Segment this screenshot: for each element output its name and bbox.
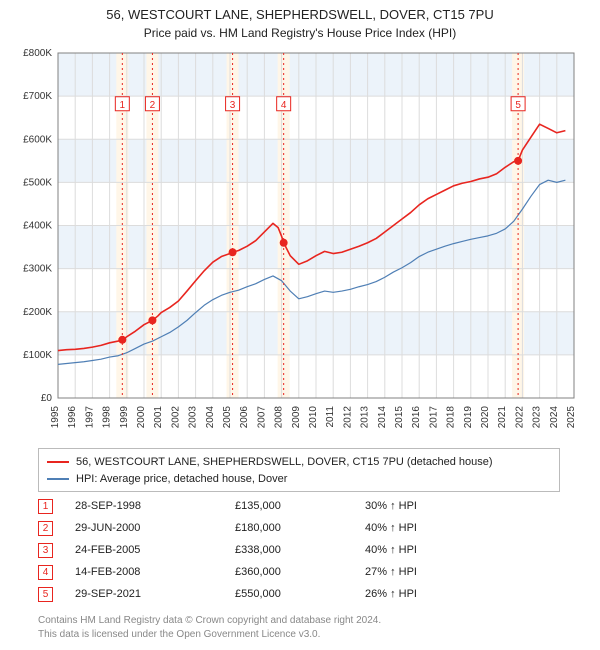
svg-text:2019: 2019: [463, 406, 474, 429]
svg-text:2011: 2011: [325, 406, 336, 428]
svg-text:£0: £0: [41, 393, 53, 404]
svg-text:1998: 1998: [102, 406, 113, 429]
svg-text:2017: 2017: [428, 406, 439, 429]
legend-label: HPI: Average price, detached house, Dove…: [76, 471, 287, 488]
footer-line-1: Contains HM Land Registry data © Crown c…: [38, 614, 560, 628]
legend-swatch: [47, 461, 69, 463]
svg-text:£600K: £600K: [23, 134, 52, 145]
sale-row: 5 29-SEP-2021£550,00026% ↑ HPI: [38, 583, 560, 605]
sale-row: 4 14-FEB-2008£360,00027% ↑ HPI: [38, 561, 560, 583]
svg-text:3: 3: [230, 100, 236, 111]
sale-price: £180,000: [235, 522, 365, 534]
svg-text:£400K: £400K: [23, 221, 52, 232]
svg-text:2000: 2000: [136, 406, 147, 429]
svg-text:2013: 2013: [360, 406, 371, 429]
sale-hpi: 30% ↑ HPI: [365, 500, 560, 512]
svg-text:2014: 2014: [377, 406, 388, 429]
legend: 56, WESTCOURT LANE, SHEPHERDSWELL, DOVER…: [38, 448, 560, 492]
chart-title: 56, WESTCOURT LANE, SHEPHERDSWELL, DOVER…: [0, 0, 600, 24]
footer-line-2: This data is licensed under the Open Gov…: [38, 628, 560, 642]
sale-date: 24-FEB-2005: [75, 544, 235, 556]
svg-text:2008: 2008: [274, 406, 285, 429]
sale-row: 1 28-SEP-1998£135,00030% ↑ HPI: [38, 495, 560, 517]
sales-table: 1 28-SEP-1998£135,00030% ↑ HPI 2 29-JUN-200…: [38, 495, 560, 605]
svg-text:£700K: £700K: [23, 91, 52, 102]
legend-swatch: [47, 478, 69, 480]
svg-text:2021: 2021: [497, 406, 508, 429]
svg-text:1997: 1997: [84, 406, 95, 429]
sale-price: £550,000: [235, 588, 365, 600]
svg-text:2010: 2010: [308, 406, 319, 429]
svg-text:2023: 2023: [532, 406, 543, 429]
sale-price: £360,000: [235, 566, 365, 578]
svg-text:1999: 1999: [119, 406, 130, 429]
svg-text:2022: 2022: [514, 406, 525, 429]
sale-row: 2 29-JUN-2000£180,00040% ↑ HPI: [38, 517, 560, 539]
svg-text:2025: 2025: [566, 406, 577, 429]
sale-marker: 3: [38, 543, 53, 558]
sale-hpi: 27% ↑ HPI: [365, 566, 560, 578]
sale-price: £338,000: [235, 544, 365, 556]
sale-date: 29-JUN-2000: [75, 522, 235, 534]
svg-text:2009: 2009: [291, 406, 302, 429]
svg-text:5: 5: [515, 100, 521, 111]
svg-text:2001: 2001: [153, 406, 164, 429]
svg-text:2015: 2015: [394, 406, 405, 429]
sale-hpi: 40% ↑ HPI: [365, 544, 560, 556]
sale-hpi: 40% ↑ HPI: [365, 522, 560, 534]
sale-date: 14-FEB-2008: [75, 566, 235, 578]
legend-item: 56, WESTCOURT LANE, SHEPHERDSWELL, DOVER…: [47, 454, 551, 471]
svg-text:£100K: £100K: [23, 350, 52, 361]
sale-hpi: 26% ↑ HPI: [365, 588, 560, 600]
chart-subtitle: Price paid vs. HM Land Registry's House …: [0, 24, 600, 40]
sale-marker: 5: [38, 587, 53, 602]
sale-date: 29-SEP-2021: [75, 588, 235, 600]
legend-item: HPI: Average price, detached house, Dove…: [47, 471, 551, 488]
chart-plot: £0 £100K £200K £300K £400K £500K £600K £700K £80…: [10, 45, 590, 440]
sale-marker: 4: [38, 565, 53, 580]
svg-text:£200K: £200K: [23, 307, 52, 318]
legend-label: 56, WESTCOURT LANE, SHEPHERDSWELL, DOVER…: [76, 454, 493, 471]
svg-text:2020: 2020: [480, 406, 491, 429]
svg-text:1: 1: [120, 100, 126, 111]
svg-text:£800K: £800K: [23, 48, 52, 59]
svg-text:2018: 2018: [446, 406, 457, 429]
svg-text:2007: 2007: [256, 406, 267, 429]
footer-attribution: Contains HM Land Registry data © Crown c…: [38, 614, 560, 642]
sale-price: £135,000: [235, 500, 365, 512]
chart-container: 56, WESTCOURT LANE, SHEPHERDSWELL, DOVER…: [0, 0, 600, 650]
sale-date: 28-SEP-1998: [75, 500, 235, 512]
svg-text:2004: 2004: [205, 406, 216, 429]
svg-text:£500K: £500K: [23, 177, 52, 188]
svg-text:2002: 2002: [170, 406, 181, 429]
svg-text:£300K: £300K: [23, 264, 52, 275]
svg-text:2005: 2005: [222, 406, 233, 429]
svg-text:1996: 1996: [67, 406, 78, 429]
sale-marker: 1: [38, 499, 53, 514]
svg-text:1995: 1995: [50, 406, 61, 429]
svg-text:2006: 2006: [239, 406, 250, 429]
sale-row: 3 24-FEB-2005£338,00040% ↑ HPI: [38, 539, 560, 561]
sale-marker: 2: [38, 521, 53, 536]
svg-text:2: 2: [150, 100, 156, 111]
svg-text:2016: 2016: [411, 406, 422, 429]
svg-text:2012: 2012: [342, 406, 353, 429]
svg-text:4: 4: [281, 100, 287, 111]
svg-text:2024: 2024: [549, 406, 560, 429]
svg-text:2003: 2003: [188, 406, 199, 429]
